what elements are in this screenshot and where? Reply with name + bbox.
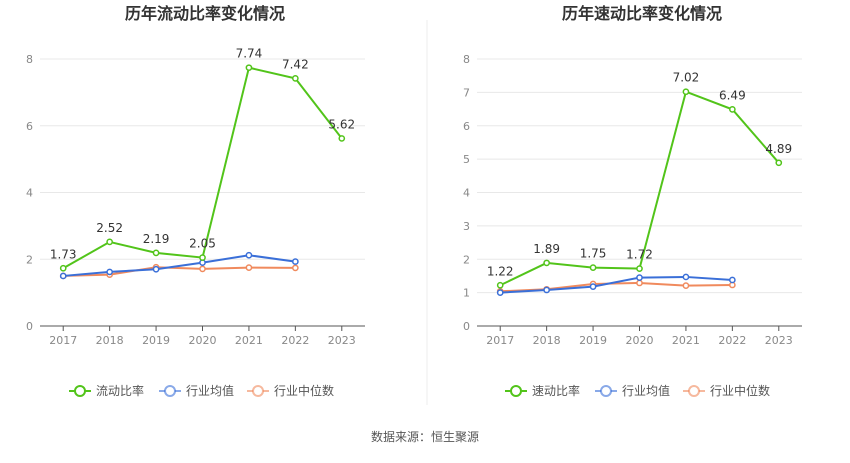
chart-title: 历年速动比率变化情况 <box>562 4 722 23</box>
data-source: 数据来源：恒生聚源 <box>370 430 479 444</box>
data-point <box>245 251 253 259</box>
data-point <box>636 279 643 287</box>
x-tick-label: 2019 <box>142 334 170 347</box>
x-tick-label: 2022 <box>718 334 746 347</box>
x-tick-label: 2023 <box>328 334 356 347</box>
x-tick-label: 2017 <box>49 334 77 347</box>
data-point <box>245 64 253 72</box>
data-label: 4.89 <box>765 142 792 156</box>
legend-marker-icon <box>252 385 264 397</box>
x-tick-label: 2020 <box>626 334 654 347</box>
series-line <box>63 266 296 277</box>
chart-title: 历年流动比率变化情况 <box>125 4 285 23</box>
data-point <box>152 249 160 257</box>
series-line <box>63 254 296 277</box>
legend-marker-icon <box>74 385 86 397</box>
data-label: 6.49 <box>719 88 746 102</box>
data-point <box>682 273 690 281</box>
x-tick-label: 2022 <box>281 334 309 347</box>
legend-marker-icon <box>688 385 700 397</box>
y-tick-label: 8 <box>463 53 470 66</box>
data-point <box>636 274 643 281</box>
x-tick-label: 2018 <box>96 334 124 347</box>
data-label: 2.05 <box>189 237 216 251</box>
legend-label: 流动比率 <box>96 383 144 398</box>
legend-label: 行业均值 <box>622 383 670 398</box>
x-tick-label: 2019 <box>579 334 607 347</box>
x-tick-label: 2017 <box>486 334 514 347</box>
data-label: 7.74 <box>236 47 263 61</box>
data-point <box>775 159 783 167</box>
legend-marker-icon <box>600 385 612 397</box>
x-tick-label: 2021 <box>235 334 263 347</box>
data-point <box>682 88 690 96</box>
data-label: 5.62 <box>328 117 355 131</box>
series-line <box>500 275 733 294</box>
x-tick-label: 2021 <box>672 334 700 347</box>
data-point <box>496 289 504 296</box>
y-tick-label: 3 <box>463 220 470 233</box>
y-tick-label: 0 <box>26 320 33 333</box>
data-point <box>682 282 690 289</box>
legend-label: 速动比率 <box>532 383 580 398</box>
data-point <box>245 264 253 271</box>
legend-label: 行业中位数 <box>274 383 334 398</box>
data-point <box>543 286 550 294</box>
legend-marker-icon <box>510 385 522 397</box>
data-label: 2.52 <box>96 221 123 235</box>
legend-label: 行业中位数 <box>710 383 770 398</box>
data-label: 2.19 <box>143 232 170 246</box>
y-tick-label: 0 <box>463 320 470 333</box>
data-point <box>636 265 643 272</box>
data-point <box>199 254 206 261</box>
data-point <box>59 272 67 280</box>
data-point <box>292 264 299 272</box>
y-tick-label: 6 <box>463 120 470 133</box>
data-point <box>338 135 346 142</box>
legend-marker-icon <box>164 385 176 397</box>
data-label: 1.89 <box>533 242 560 256</box>
data-point <box>292 75 299 82</box>
data-label: 1.72 <box>626 248 653 262</box>
data-point <box>106 268 113 276</box>
data-point <box>729 106 736 113</box>
data-point <box>589 283 597 290</box>
y-tick-label: 2 <box>26 253 33 266</box>
data-point <box>199 265 206 273</box>
x-tick-label: 2020 <box>189 334 217 347</box>
data-label: 1.73 <box>50 247 77 261</box>
x-tick-label: 2023 <box>765 334 793 347</box>
data-point <box>589 264 597 271</box>
y-tick-label: 2 <box>463 253 470 266</box>
y-tick-label: 7 <box>463 86 470 99</box>
data-label: 7.42 <box>282 57 309 71</box>
y-tick-label: 4 <box>463 187 470 200</box>
x-tick-label: 2018 <box>533 334 561 347</box>
data-point <box>496 281 504 289</box>
data-point <box>292 258 299 265</box>
y-tick-label: 5 <box>463 153 470 166</box>
y-tick-label: 1 <box>463 287 470 300</box>
data-point <box>543 259 550 267</box>
data-label: 1.22 <box>487 264 514 278</box>
data-point <box>729 276 736 284</box>
legend-label: 行业均值 <box>186 383 234 398</box>
data-label: 7.02 <box>673 71 700 85</box>
y-tick-label: 4 <box>26 187 33 200</box>
y-tick-label: 8 <box>26 53 33 66</box>
data-point <box>59 264 67 272</box>
data-point <box>106 238 113 246</box>
data-label: 1.75 <box>580 247 607 261</box>
y-tick-label: 6 <box>26 120 33 133</box>
data-point <box>152 265 160 273</box>
